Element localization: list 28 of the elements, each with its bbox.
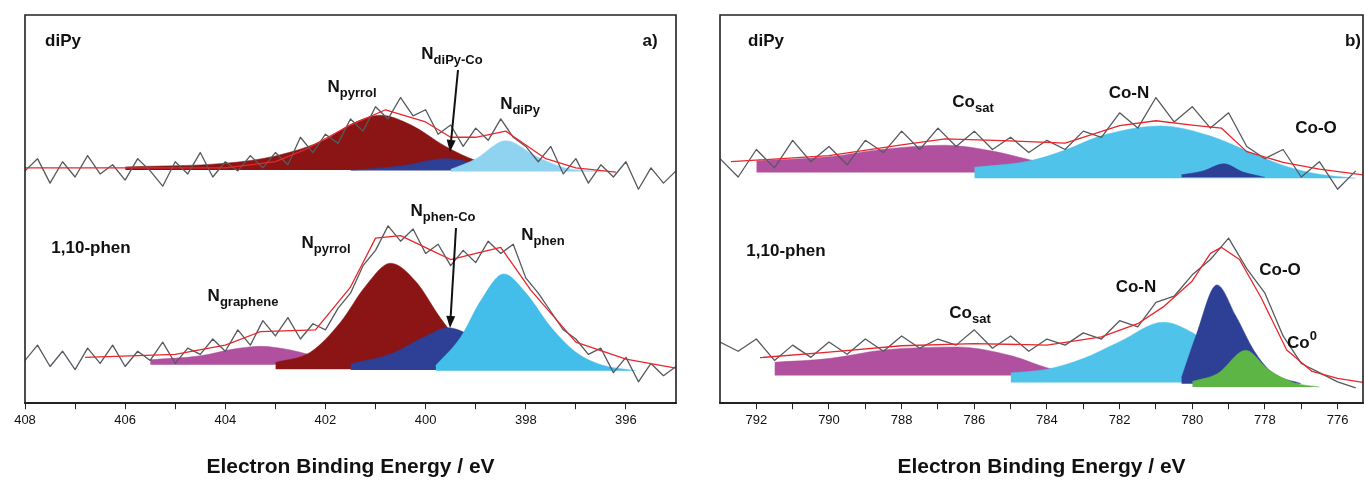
x-tick-label: 780 xyxy=(1181,411,1204,427)
text: b) xyxy=(1344,30,1362,50)
x-tick-label: 776 xyxy=(1326,411,1349,427)
annotation: Co-N xyxy=(1108,82,1150,102)
text: diPy xyxy=(748,30,785,50)
text: diPy xyxy=(45,30,82,50)
x-tick-label: 788 xyxy=(890,411,913,427)
x-tick-label: 400 xyxy=(414,411,437,427)
annotation: Co-O xyxy=(1295,117,1337,137)
annotation: 1,10-phen xyxy=(51,237,131,257)
x-tick-label: 782 xyxy=(1108,411,1131,427)
annotation: Co-N xyxy=(1115,276,1157,296)
x-tick-label: 790 xyxy=(818,411,840,427)
x-axis-title: Electron Binding Energy / eV xyxy=(897,454,1186,478)
x-tick-label: 408 xyxy=(14,411,36,427)
x-tick-label: 404 xyxy=(214,411,237,427)
x-tick-label: 784 xyxy=(1036,411,1058,427)
annotation: Co-O xyxy=(1259,259,1301,279)
x-tick-label: 778 xyxy=(1254,411,1276,427)
text: a) xyxy=(642,30,658,50)
x-tick-label: 406 xyxy=(114,411,137,427)
annotation: 1,10-phen xyxy=(746,240,826,260)
x-tick-label: 792 xyxy=(745,411,768,427)
x-tick-label: 786 xyxy=(963,411,986,427)
x-tick-label: 398 xyxy=(514,411,537,427)
x-tick-label: 402 xyxy=(314,411,337,427)
x-axis-title: Electron Binding Energy / eV xyxy=(206,454,495,478)
x-tick-label: 396 xyxy=(615,411,637,427)
